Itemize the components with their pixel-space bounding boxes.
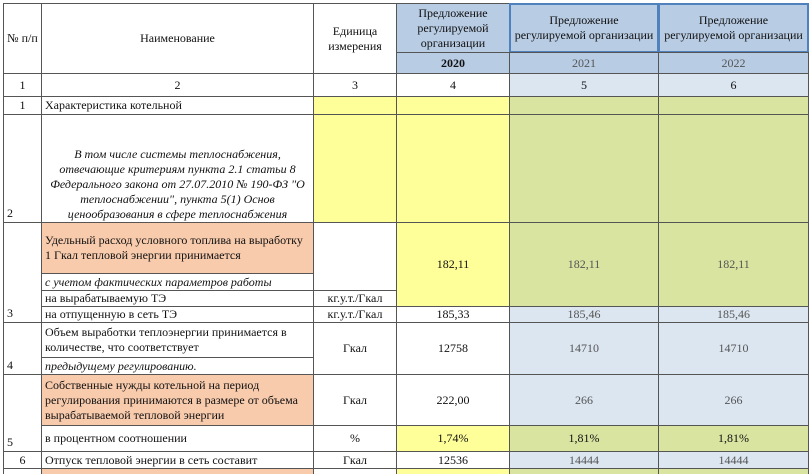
year-cell: 2022 — [658, 52, 809, 74]
cell — [658, 96, 809, 115]
unit: кг.у.т./Гкал — [313, 306, 397, 323]
cell — [658, 114, 809, 223]
column-number: 3 — [313, 73, 397, 97]
value: 266 — [658, 374, 809, 426]
row-subname: предыдущему регулированию. — [41, 357, 314, 375]
value: 185,46 — [509, 306, 659, 323]
header-cell: Предложение регулируемой организации — [509, 3, 659, 53]
unit: % — [313, 425, 397, 452]
row-number: 5 — [3, 374, 42, 452]
value: 12536 — [396, 451, 510, 469]
value: 185,46 — [658, 306, 809, 323]
row-number: 2 — [3, 114, 42, 223]
cell — [313, 96, 397, 115]
row-name: Отпуск тепловой энергии в сеть составит — [41, 451, 314, 469]
cell — [313, 222, 397, 291]
row-name: Объем выработки теплоэнергии принимается… — [41, 322, 314, 358]
unit: Гкал — [313, 374, 397, 426]
value: 14444 — [658, 451, 809, 469]
row-name: Собственные нужды котельной на период ре… — [41, 374, 314, 426]
year-cell: 2020 — [396, 52, 510, 74]
value: 1,81% — [509, 425, 659, 452]
cell — [509, 468, 659, 474]
row-subname: на вырабатываемую ТЭ — [41, 290, 314, 307]
cell — [313, 468, 397, 474]
row-name: Характеристика котельной — [41, 96, 314, 115]
row-subname: на отпущенную в сеть ТЭ — [41, 306, 314, 323]
value: 182,11 — [658, 222, 809, 307]
cell — [658, 468, 809, 474]
row-number: 3 — [3, 222, 42, 323]
unit: кг.у.т./Гкал — [313, 290, 397, 307]
value: 182,11 — [396, 222, 510, 307]
column-number: 5 — [509, 73, 659, 97]
value: 14710 — [658, 322, 809, 375]
cell — [41, 468, 314, 474]
row-name: Удельный расход условного топлива на выр… — [41, 222, 314, 274]
value: 222,00 — [396, 374, 510, 426]
cell — [509, 114, 659, 223]
column-number: 1 — [3, 73, 42, 97]
column-number: 2 — [41, 73, 314, 97]
row-subname: в процентном соотношении — [41, 425, 314, 452]
value: 12758 — [396, 322, 510, 375]
column-number: 6 — [658, 73, 809, 97]
unit: Гкал — [313, 322, 397, 375]
value: 182,11 — [509, 222, 659, 307]
value: 14444 — [509, 451, 659, 469]
row-subname: с учетом фактических параметров работы — [41, 273, 314, 291]
row-number: 6 — [3, 451, 42, 469]
value: 1,81% — [658, 425, 809, 452]
header-cell: Предложение регулируемой организации — [658, 3, 809, 53]
value: 266 — [509, 374, 659, 426]
cell — [396, 114, 510, 223]
unit: Гкал — [313, 451, 397, 469]
column-number: 4 — [396, 73, 510, 97]
value: 14710 — [509, 322, 659, 375]
value: 185,33 — [396, 306, 510, 323]
header-cell: Наименование — [41, 3, 314, 74]
header-cell: Единица измерения — [313, 3, 397, 74]
cell — [396, 468, 510, 474]
header-cell: Предложение регулируемой организации — [396, 3, 510, 53]
value: 1,74% — [396, 425, 510, 452]
cell — [3, 468, 42, 474]
year-cell: 2021 — [509, 52, 659, 74]
cell — [396, 96, 510, 115]
row-name: В том числе системы теплоснабжения, отве… — [41, 114, 314, 223]
row-number: 1 — [3, 96, 42, 115]
row-number: 4 — [3, 322, 42, 375]
cell — [509, 96, 659, 115]
cell — [313, 114, 397, 223]
header-cell: № п/п — [3, 3, 42, 74]
